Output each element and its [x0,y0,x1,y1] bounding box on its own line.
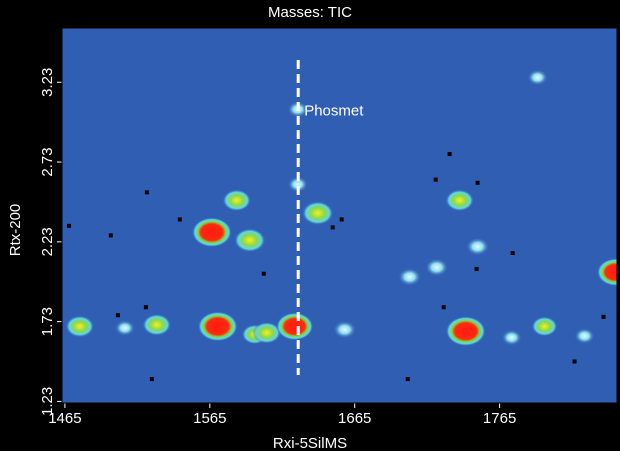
chart-title: Masses: TIC [268,4,352,21]
y-axis-label: Rtx-200 [7,204,24,257]
x-tick-label: 1665 [338,410,371,427]
y-tick-label: 3.23 [39,68,56,97]
annotation: Phosmet [304,102,364,119]
peak [501,330,521,346]
peak [425,258,448,276]
peak-marker [573,360,577,364]
peak [276,312,313,340]
peak [198,311,238,341]
y-tick-label: 2.23 [39,227,56,256]
peak-marker [67,224,71,228]
peak-marker [475,267,479,271]
peak [142,314,171,336]
chart: Masses: TIC Rxi-5SilMS Rtx-200 Phosmet14… [0,0,620,451]
peak [333,321,356,339]
peak-marker [476,181,480,185]
peak-marker [262,272,266,276]
peak-marker [145,190,149,194]
y-tick-label: 1.73 [39,307,56,336]
peak [466,238,489,256]
peak [192,217,232,247]
x-axis-label: Rxi-5SilMS [273,435,347,451]
peak-marker [144,305,148,309]
peak [115,320,135,336]
peak-marker [448,152,452,156]
peak-marker [109,233,113,237]
x-tick-label: 1565 [193,410,226,427]
peak [398,268,421,286]
peak [445,189,474,211]
peak [532,316,558,336]
peak [65,315,94,337]
peak-marker [406,377,410,381]
peak-marker [511,251,515,255]
peak-marker [116,313,120,317]
peak [527,69,547,85]
peak-marker [331,225,335,229]
peak-marker [602,315,606,319]
x-tick-label: 1765 [483,410,516,427]
peak [302,201,334,225]
peak [234,228,266,252]
peak [446,316,486,346]
peak [222,189,251,211]
peak-marker [340,217,344,221]
peak-marker [442,305,446,309]
peak-marker [434,178,438,182]
peak-marker [150,377,154,381]
peak [574,328,594,344]
y-tick-label: 2.73 [39,147,56,176]
y-tick-label: 1.23 [39,387,56,416]
peak-marker [178,217,182,221]
